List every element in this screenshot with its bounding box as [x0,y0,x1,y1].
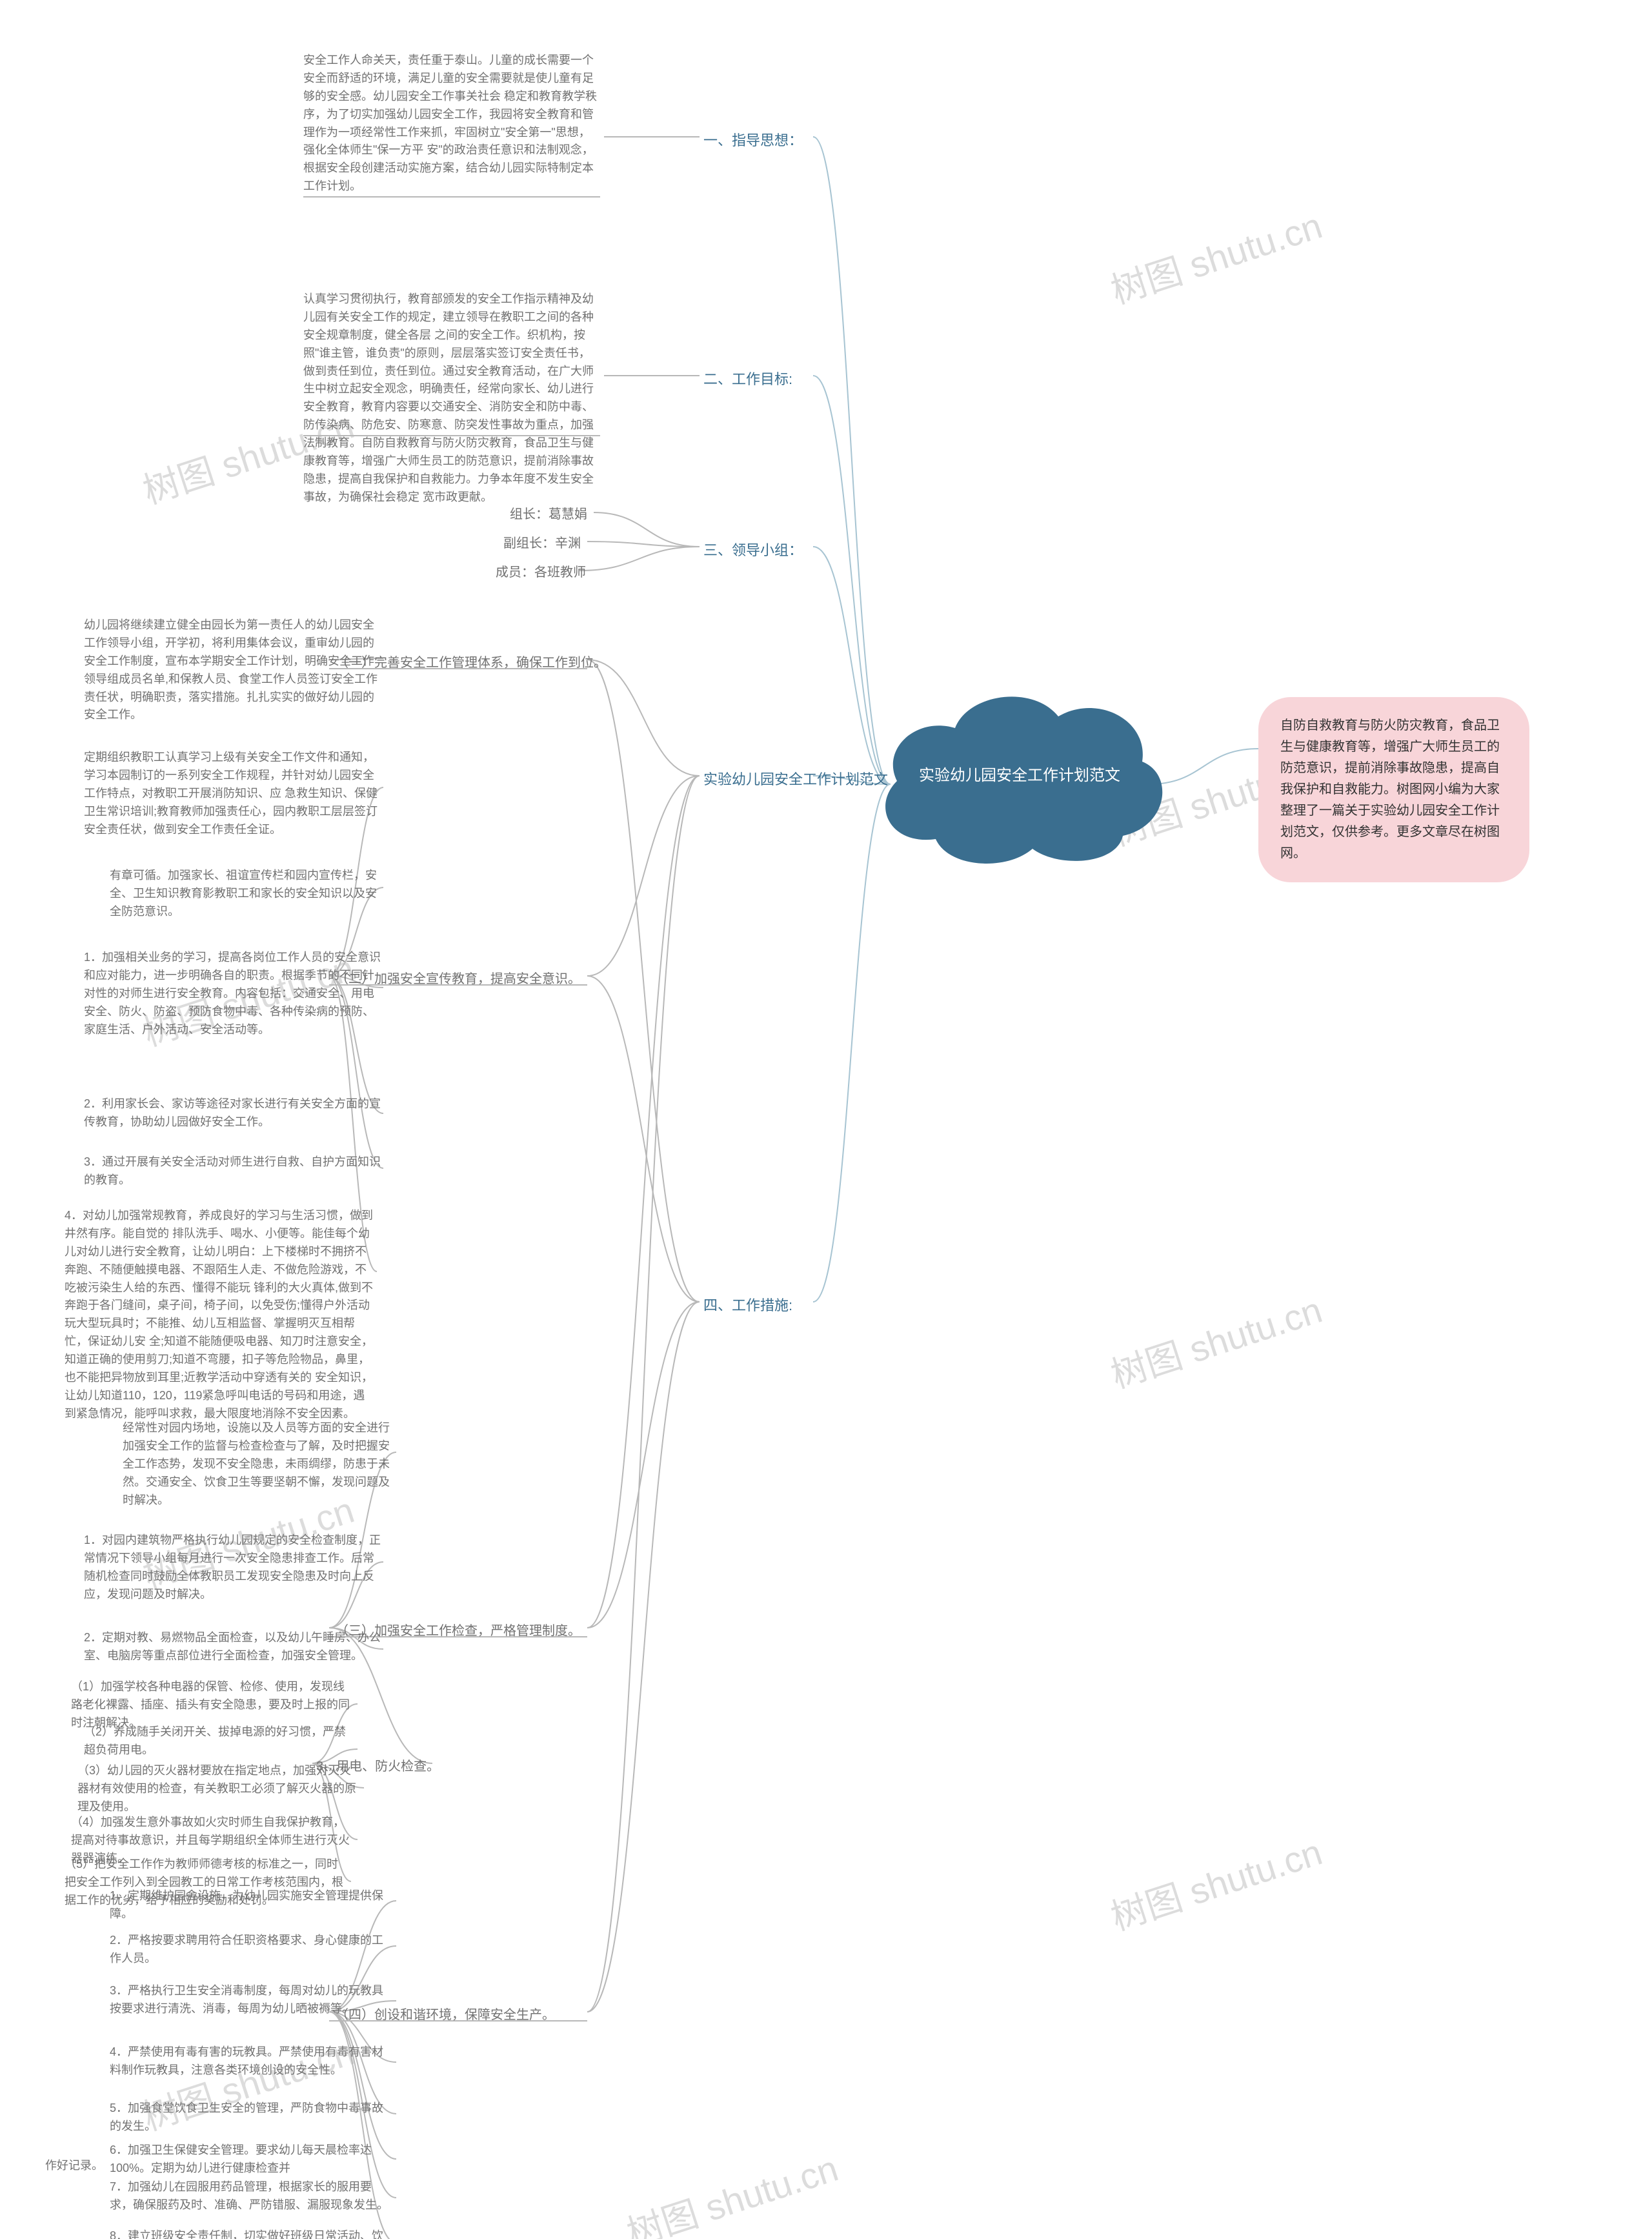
l1-n3: 三、领导小组： [703,539,803,560]
n4-s2-leaf-5: 4．对幼儿加强常规教育，养成良好的学习与生活习惯，做到井然有序。能自觉的 排队洗… [65,1207,374,1423]
l1-n2: 二、工作目标: [703,368,792,389]
n3-leaf-2: 成员：各班教师 [496,562,586,580]
n4-s4-leaf-5: 6．加强卫生保健安全管理。要求幼儿每天晨检率达100%。定期为幼儿进行健康检查并 [110,2142,394,2178]
n4-s4-tail-5: 作好记录。 [45,2156,103,2173]
n4-s3-leaf-1: 1．对园内建筑物严格执行幼儿园规定的安全检查制度，正常情况下领导小组每月进行一次… [84,1532,381,1604]
n4-s4-leaf-7: 8．建立班级安全责任制，切实做好班级日常活动、饮食、卫生安全工作。 [110,2227,394,2239]
n4-s2-leaf-4: 3．通过开展有关安全活动对师生进行自救、自护方面知识的教育。 [84,1153,381,1190]
watermark-text: 树图 shutu.cn [1103,1823,1328,1941]
leaf-n2: 认真学习贯彻执行，教育部颁发的安全工作指示精神及幼儿园有关安全工作的规定，建立领… [303,290,600,507]
summary-text: 自防自救教育与防火防灾教育，食品卫生与健康教育等，增强广大师生员工的防范意识，提… [1280,718,1500,860]
n4-s4-leaf-1: 2．严格按要求聘用符合任职资格要求、身心健康的工作人员。 [110,1932,394,1968]
n3-leaf-0: 组长：葛慧娟 [510,503,587,522]
center-node-label: 实验幼儿园安全工作计划范文 [865,764,1174,787]
sd3-1: （2）养成随手关闭开关、拔掉电源的好习惯，严禁超负荷用电。 [84,1723,355,1759]
n4-s4-leaf-2: 3．严格执行卫生安全消毒制度，每周对幼儿的玩教具按要求进行清洗、消毒，每周为幼儿… [110,1982,394,2018]
n4-s4-leaf-3: 4．严禁使用有毒有害的玩教具。严禁使用有毒有害材料制作玩教具，注意各类环境创设的… [110,2043,394,2080]
watermark-text: 树图 shutu.cn [620,2140,844,2239]
n4-s3-leaf-2: 2．定期对教、易燃物品全面检查，以及幼儿午睡房、办公室、电脑房等重点部位进行全面… [84,1629,381,1665]
n4-s4-leaf-6: 7．加强幼儿在园服用药品管理，根据家长的服用要求，确保服药及时、准确、严防错服、… [110,2178,394,2214]
watermark-text: 树图 shutu.cn [1103,1281,1328,1399]
l1-n1: 一、指导思想： [703,129,803,150]
n4-s4-leaf-0: 1．定期维护园舍设施，为幼儿园实施安全管理提供保障。 [110,1887,394,1923]
diagram-canvas: 树图 shutu.cn 树图 shutu.cn 树图 shutu.cn 树图 shut… [0,0,1652,2239]
n4-s1-leaf-0: 幼儿园将继续建立健全由园长为第一责任人的幼儿园安全工作领导小组，开学初，将利用集… [84,616,381,724]
n4-s3-leaf-0: 经常性对园内场地，设施以及人员等方面的安全进行加强安全工作的监督与检查检查与了解… [123,1419,394,1509]
n4-s2-leaf-3: 2．利用家长会、家访等途径对家长进行有关安全方面的宣传教育，协助幼儿园做好安全工… [84,1095,381,1131]
n4-s2-leaf-0: 定期组织教职工认真学习上级有关安全工作文件和通知，学习本园制订的一系列安全工作规… [84,749,381,838]
watermark-text: 树图 shutu.cn [1103,197,1328,314]
summary-box: 自防自救教育与防火防灾教育，食品卫生与健康教育等，增强广大师生员工的防范意识，提… [1258,697,1529,882]
l1-n5: 四、工作措施: [703,1294,792,1315]
n4-s4-leaf-4: 5．加强食堂饮食卫生安全的管理，严防食物中毒事故的发生。 [110,2100,394,2136]
n3-leaf-1: 副组长：辛渊 [503,532,581,551]
center-node: 实验幼儿园安全工作计划范文 [865,678,1174,871]
sd3-2: （3）幼儿园的灭火器材要放在指定地点，加强对灭火器材有效使用的检查，有关教职工必… [77,1762,361,1816]
n4-s2-leaf-2: 1．加强相关业务的学习，提高各岗位工作人员的安全意识和应对能力，进一步明确各自的… [84,949,381,1038]
leaf-n1: 安全工作人命关天，责任重于泰山。儿童的成长需要一个安全而舒适的环境，满足儿童的安… [303,52,600,196]
n4-s2-leaf-1: 有章可循。加强家长、祖谊宣传栏和园内宣传栏，安全、卫生知识教育影教职工和家长的安… [110,867,381,921]
l1-n4: 实验幼儿园安全工作计划范文 [703,768,888,789]
